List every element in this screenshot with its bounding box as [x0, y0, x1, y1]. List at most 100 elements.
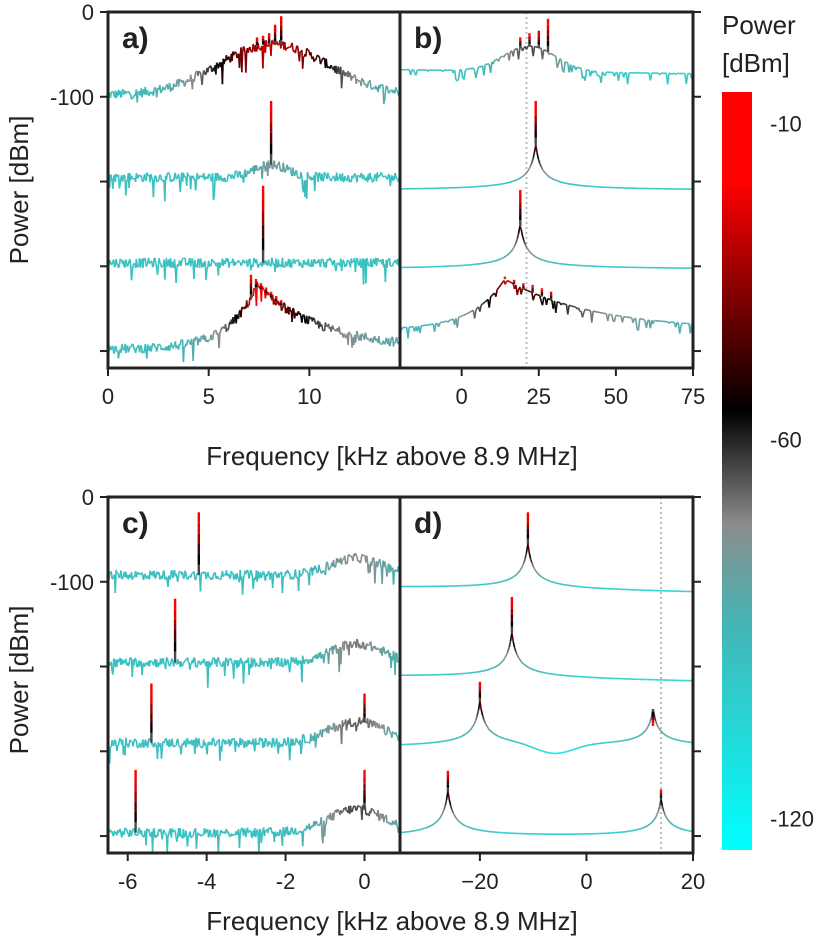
trace-segment: [211, 333, 215, 341]
trace-segment: [292, 577, 295, 580]
trace-segment: [664, 734, 667, 737]
trace-segment: [340, 649, 343, 665]
trace-segment: [496, 734, 499, 738]
trace-c-3: [108, 683, 400, 764]
trace-segment: [134, 347, 138, 354]
trace-segment: [311, 265, 314, 268]
panel-b-plot: [400, 12, 693, 368]
trace-segment: [389, 732, 392, 735]
trace-segment: [236, 55, 239, 59]
trace-segment: [547, 579, 550, 582]
trace-segment: [596, 74, 599, 77]
trace-segment: [181, 665, 184, 667]
trace-segment: [652, 320, 656, 325]
trace-segment: [167, 834, 170, 837]
trace-segment: [200, 834, 203, 837]
trace-segment: [662, 810, 666, 815]
trace-segment: [496, 664, 500, 667]
trace-segment: [241, 52, 244, 73]
trace-segment: [190, 338, 194, 345]
trace-segment: [437, 817, 441, 821]
trace-segment: [427, 69, 430, 72]
trace-segment: [172, 345, 175, 349]
trace-segment: [243, 47, 246, 54]
trace-segment: [252, 579, 255, 589]
trace-segment: [260, 836, 263, 844]
trace-segment: [207, 173, 210, 180]
trace-segment: [525, 246, 529, 250]
trace-segment: [632, 318, 636, 324]
trace-segment: [337, 810, 340, 813]
trace-segment: [331, 177, 334, 180]
trace-segment: [262, 262, 265, 265]
trace-segment: [388, 730, 392, 733]
panel-c-plot: [108, 512, 400, 853]
trace-segment: [142, 573, 146, 581]
trace-segment: [307, 48, 309, 51]
trace-segment: [371, 87, 374, 90]
trace-segment: [155, 572, 158, 578]
trace-segment: [539, 574, 542, 578]
trace-segment: [542, 750, 545, 753]
trace-segment: [571, 65, 574, 73]
trace-segment: [611, 314, 614, 322]
trace-segment: [600, 71, 604, 83]
trace-segment: [535, 256, 538, 259]
trace-segment: [291, 261, 294, 264]
trace-segment: [652, 818, 656, 822]
trace-segment: [456, 818, 460, 822]
trace-segment: [386, 568, 389, 577]
trace-segment: [208, 65, 211, 68]
trace-segment: [298, 51, 301, 62]
trace-segment: [292, 739, 295, 745]
trace-segment: [524, 288, 527, 291]
trace-segment: [523, 743, 526, 746]
trace-segment: [400, 327, 404, 331]
trace-segment: [296, 312, 299, 316]
trace-segment: [280, 830, 283, 837]
x-tick-label: -4: [197, 869, 217, 894]
trace-segment: [528, 667, 531, 670]
trace-segment: [388, 173, 391, 176]
trace-segment: [207, 662, 210, 688]
trace-segment: [108, 259, 112, 263]
trace-segment: [370, 258, 373, 267]
trace-segment: [215, 62, 218, 75]
trace-segment: [345, 724, 349, 731]
trace-segment: [275, 301, 279, 305]
trace-segment: [383, 561, 387, 565]
trace-segment: [156, 266, 160, 275]
colorbar: [722, 92, 752, 850]
trace-segment: [170, 87, 173, 91]
trace-segment: [331, 67, 334, 69]
trace-segment: [247, 830, 250, 834]
trace-b-2: [400, 101, 693, 190]
trace-segment: [155, 744, 158, 748]
trace-segment: [187, 259, 190, 266]
trace-segment: [456, 78, 460, 82]
trace-segment: [353, 805, 357, 808]
trace-segment: [141, 665, 144, 676]
trace-segment: [183, 660, 186, 663]
trace-segment: [258, 829, 261, 853]
trace-segment: [507, 578, 510, 581]
trace-segment: [504, 654, 508, 658]
trace-segment: [130, 345, 133, 348]
trace-segment: [131, 577, 134, 581]
trace-segment: [307, 258, 310, 267]
trace-segment: [224, 658, 227, 676]
trace-segment: [245, 830, 248, 838]
trace-segment: [184, 659, 187, 662]
trace-segment: [495, 289, 498, 297]
trace-segment: [288, 746, 292, 761]
trace-segment: [319, 570, 323, 574]
trace-segment: [349, 805, 353, 813]
trace-segment: [272, 737, 275, 740]
trace-segment: [535, 293, 538, 296]
trace-segment: [288, 46, 291, 49]
trace-segment: [222, 831, 225, 833]
panel-b-frame: [398, 10, 695, 370]
trace-segment: [290, 656, 293, 661]
trace-segment: [108, 747, 112, 764]
trace-segment: [386, 85, 389, 90]
